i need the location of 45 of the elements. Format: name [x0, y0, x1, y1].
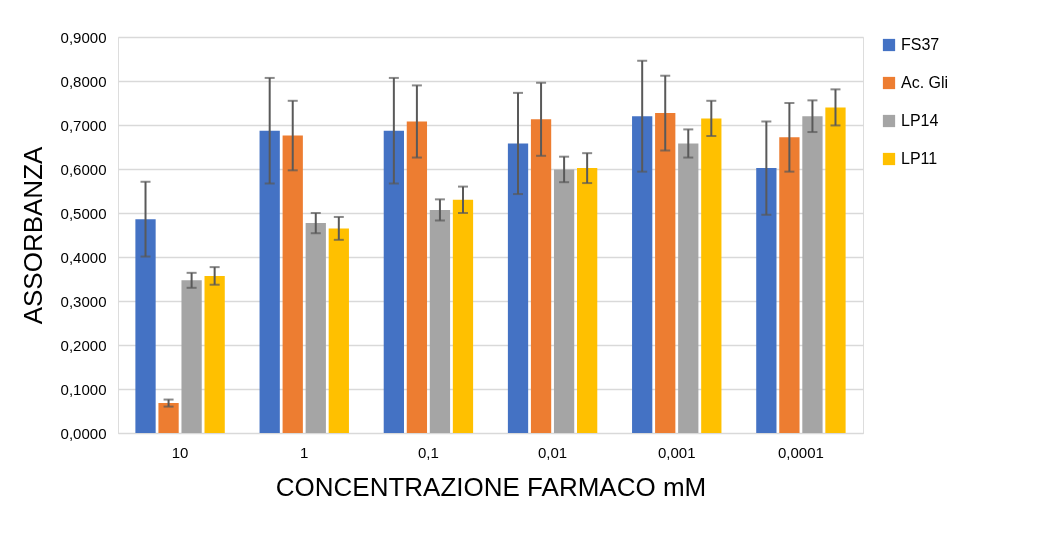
x-tick-label: 0,001 [657, 443, 696, 461]
y-tick-label: 0,8000 [60, 72, 107, 90]
y-tick-label: 0,9000 [60, 28, 107, 46]
bar [204, 275, 225, 433]
bar [678, 143, 699, 433]
y-tick-label: 0,1000 [60, 380, 107, 398]
legend-label: LP14 [901, 112, 939, 129]
x-tick-label: 0,1 [417, 443, 439, 461]
bar [825, 107, 846, 433]
y-tick-label: 0,0000 [60, 424, 107, 442]
bar [632, 116, 653, 433]
bar [383, 130, 404, 433]
bar [305, 223, 326, 433]
legend-label: Ac. Gli [901, 74, 949, 91]
x-tick-label: 1 [300, 443, 309, 461]
y-tick-label: 0,7000 [60, 116, 107, 134]
legend-label: FS37 [901, 36, 940, 53]
bar [452, 199, 474, 433]
x-axis-title: CONCENTRAZIONE FARMACO mM [275, 471, 707, 502]
bar [779, 137, 800, 433]
x-tick-label: 0,01 [537, 443, 568, 461]
bar [553, 169, 575, 433]
bar [135, 219, 156, 433]
bar [328, 228, 349, 433]
bar [259, 130, 280, 433]
y-tick-label: 0,5000 [60, 204, 107, 222]
y-tick-label: 0,2000 [60, 336, 107, 354]
legend-label: LP11 [901, 150, 938, 167]
x-tick-label: 10 [171, 443, 189, 461]
bar [507, 143, 529, 433]
y-tick-label: 0,6000 [60, 160, 107, 178]
bar [701, 118, 722, 433]
y-tick-label: 0,4000 [60, 248, 107, 266]
bar [429, 209, 451, 433]
x-tick-label: 0,0001 [777, 443, 824, 461]
bar [577, 168, 598, 433]
bar [530, 119, 552, 433]
bar [181, 280, 202, 433]
bar [756, 168, 777, 433]
bar [282, 135, 303, 433]
y-axis-title: ASSORBANZA [17, 145, 48, 325]
bar [802, 116, 823, 433]
y-tick-label: 0,3000 [60, 292, 107, 310]
bar [406, 121, 428, 433]
bar [655, 113, 676, 433]
